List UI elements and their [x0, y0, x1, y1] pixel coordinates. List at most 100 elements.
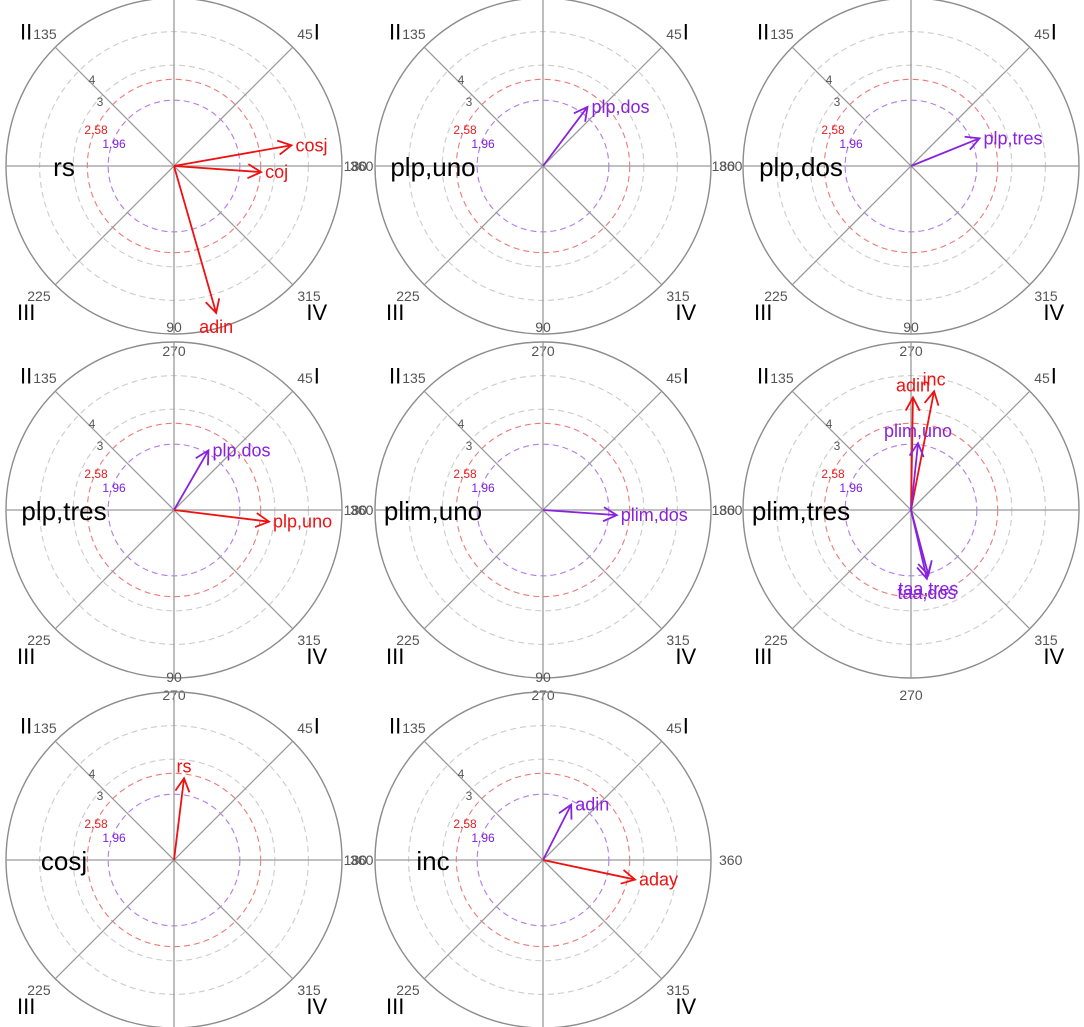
vector-label: adin	[575, 795, 609, 815]
polar-panel: 9045360315270225180135IIIIIIIV432.581.96…	[712, 0, 1080, 359]
quadrant-label: III	[386, 300, 404, 325]
angle-tick-label: 90	[535, 669, 551, 685]
angle-tick-label: 135	[33, 26, 57, 42]
vector-label: taa,dos	[897, 583, 956, 603]
polar-panel: 9045360315270225180135IIIIIIIV432.581.96…	[5, 0, 374, 359]
quadrant-label: I	[1051, 364, 1057, 389]
quadrant-label: II	[757, 364, 769, 389]
ring-value-label: 4	[458, 417, 465, 431]
angle-tick-label: 225	[27, 288, 51, 304]
angle-tick-label: 135	[402, 26, 426, 42]
polar-panel: 9045360315270225180135IIIIIIIV432.581.96…	[344, 669, 743, 1027]
quadrant-label: I	[683, 714, 689, 739]
vector-arrowhead	[923, 389, 940, 406]
angle-tick-label: 315	[666, 982, 690, 998]
angle-tick-label: 315	[1034, 288, 1058, 304]
ring-value-label: 1.96	[102, 137, 126, 151]
vector-label: plim,uno	[884, 421, 952, 441]
angle-tick-label: 45	[666, 26, 682, 42]
quadrant-label: IV	[675, 644, 696, 669]
ring-value-label: 4	[89, 73, 96, 87]
ring-value-label: 1.96	[471, 481, 495, 495]
vector-arrowhead	[247, 163, 264, 180]
vector-arrow	[542, 859, 636, 881]
angle-tick-label: 45	[666, 720, 682, 736]
vector-arrow	[910, 391, 935, 511]
angle-tick-label: 225	[27, 632, 51, 648]
angle-tick-label: 315	[1034, 632, 1058, 648]
angle-tick-label: 180	[712, 158, 736, 174]
quadrant-label: I	[683, 20, 689, 45]
quadrant-label: I	[314, 20, 320, 45]
angle-tick-label: 45	[297, 720, 313, 736]
quadrant-label: IV	[306, 300, 327, 325]
vector-label: adin	[199, 317, 233, 337]
angle-tick-label: 135	[33, 370, 57, 386]
polar-panel: 9045360315270225180135IIIIIIIV432.581.96…	[344, 0, 743, 359]
angle-tick-label: 360	[350, 852, 374, 868]
ring-value-label: 4	[458, 767, 465, 781]
quadrant-label: IV	[1043, 644, 1064, 669]
angle-tick-label: 270	[899, 687, 923, 703]
angle-tick-label: 315	[666, 632, 690, 648]
focal-variable-label: plim,tres	[752, 496, 850, 526]
ring-value-label: 2.58	[84, 467, 108, 481]
ring-value-label: 3	[466, 439, 473, 453]
angle-tick-label: 135	[33, 720, 57, 736]
vector-label: aday	[639, 870, 678, 890]
ring-value-label: 1.96	[471, 137, 495, 151]
focal-variable-label: inc	[416, 846, 449, 876]
vector-arrow	[910, 137, 980, 167]
angle-tick-label: 45	[666, 370, 682, 386]
ring-value-label: 2.58	[453, 123, 477, 137]
angle-tick-label: 225	[396, 632, 420, 648]
vector-arrow	[173, 449, 210, 511]
quadrant-label: II	[20, 714, 32, 739]
ring-value-label: 4	[89, 767, 96, 781]
angle-tick-label: 135	[402, 720, 426, 736]
quadrant-label: IV	[675, 994, 696, 1019]
angle-tick-label: 225	[396, 982, 420, 998]
angle-tick-label: 45	[1034, 370, 1050, 386]
ring-value-label: 4	[826, 417, 833, 431]
quadrant-label: II	[389, 714, 401, 739]
quadrant-label: III	[17, 644, 35, 669]
vector-arrowhead	[254, 512, 271, 528]
vector-label: inc	[923, 369, 946, 389]
ring-value-label: 2.58	[821, 467, 845, 481]
quadrant-label: II	[757, 20, 769, 45]
ring-value-label: 3	[834, 439, 841, 453]
vector-arrowhead	[205, 298, 221, 315]
vector-arrowhead	[174, 776, 191, 793]
angle-tick-label: 45	[297, 26, 313, 42]
vector-arrow	[173, 165, 218, 314]
angle-tick-label: 225	[396, 288, 420, 304]
angle-tick-label: 360	[350, 158, 374, 174]
quadrant-label: II	[20, 20, 32, 45]
vector-label: coj	[265, 162, 288, 182]
angle-tick-label: 90	[166, 319, 182, 335]
angle-tick-label: 360	[350, 502, 374, 518]
angle-tick-label: 135	[402, 370, 426, 386]
quadrant-label: III	[754, 300, 772, 325]
angle-tick-label: 45	[1034, 26, 1050, 42]
ring-value-label: 4	[458, 73, 465, 87]
vector-arrowhead	[904, 395, 921, 412]
vector-arrow	[173, 509, 270, 523]
ring-value-label: 4	[89, 417, 96, 431]
angle-tick-label: 135	[770, 370, 794, 386]
vector-arrowhead	[908, 441, 925, 458]
quadrant-label: III	[754, 644, 772, 669]
vector-arrowhead	[276, 139, 294, 156]
quadrant-label: II	[389, 364, 401, 389]
ring-value-label: 4	[826, 73, 833, 87]
vector-arrowhead	[195, 448, 210, 466]
focal-variable-label: plp,dos	[759, 152, 843, 182]
angle-tick-label: 225	[764, 288, 788, 304]
angle-tick-label: 180	[712, 502, 736, 518]
quadrant-label: IV	[675, 300, 696, 325]
vector-arrow	[542, 106, 589, 167]
quadrant-label: IV	[306, 994, 327, 1019]
ring-value-label: 3	[834, 95, 841, 109]
